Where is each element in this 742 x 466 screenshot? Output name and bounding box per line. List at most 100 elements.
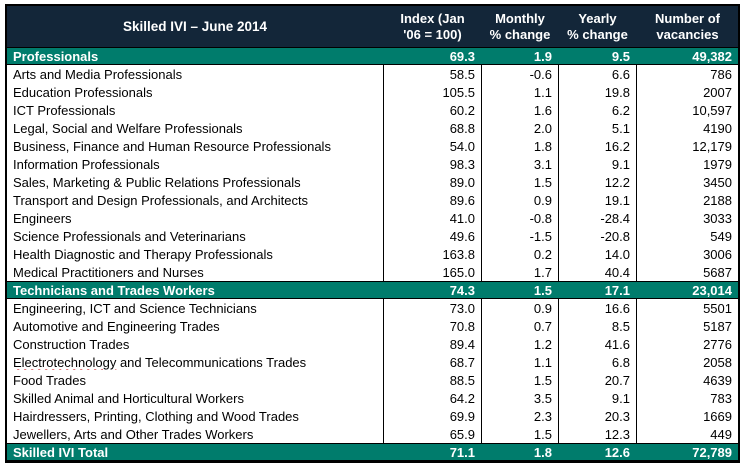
monthly-change-cell: 1.7 [481,263,558,281]
table-row: Skilled Animal and Horticultural Workers… [7,389,738,407]
table-row: Food Trades 88.5 1.5 20.7 4639 [7,371,738,389]
index-cell: 49.6 [383,227,481,245]
yearly-change-cell: 19.1 [558,191,636,209]
column-header-yearly-change: Yearly % change [567,10,628,42]
row-label: Health Diagnostic and Therapy Profession… [13,246,273,262]
vacancies-cell: 5687 [636,263,738,281]
yearly-change-cell: 8.5 [558,317,636,335]
vacancies-cell: 72,789 [692,444,732,460]
monthly-change-cell: 0.9 [481,299,558,317]
yearly-change-cell: 9.1 [558,389,636,407]
yearly-change-cell: 6.8 [558,353,636,371]
section-header-row: Technicians and Trades Workers 74.3 1.5 17.… [7,281,738,299]
row-label: Arts and Media Professionals [13,66,183,82]
total-row: Skilled IVI Total 71.1 1.8 12.6 72,789 [7,443,738,461]
table-row: Business, Finance and Human Resource Pro… [7,137,738,155]
index-cell: 105.5 [383,83,481,101]
table-row: Education Professionals 105.5 1.1 19.8 2007 [7,83,738,101]
monthly-change-cell: 1.5 [481,425,558,443]
yearly-change-cell: -28.4 [558,209,636,227]
monthly-change-cell: 3.1 [481,155,558,173]
table-row: ICT Professionals 60.2 1.6 6.2 10,597 [7,101,738,119]
vacancies-cell: 4190 [636,119,738,137]
vacancies-cell: 3006 [636,245,738,263]
table-row: Sales, Marketing & Public Relations Prof… [7,173,738,191]
index-cell: 88.5 [383,371,481,389]
monthly-change-cell: -0.8 [481,209,558,227]
index-cell: 163.8 [383,245,481,263]
table-row: Legal, Social and Welfare Professionals 6… [7,119,738,137]
index-cell: 41.0 [383,209,481,227]
skilled-ivi-table: Skilled IVI – June 2014 Index (Jan '06 =… [5,4,740,463]
table-row: Arts and Media Professionals 58.5 -0.6 6.6 7… [7,65,738,83]
monthly-change-cell: 1.1 [481,353,558,371]
yearly-change-cell: 40.4 [558,263,636,281]
index-cell: 58.5 [383,65,481,83]
row-label: Legal, Social and Welfare Professionals [13,120,243,136]
column-header-index: Index (Jan '06 = 100) [400,10,465,42]
yearly-change-cell: 16.6 [558,299,636,317]
yearly-change-cell: 9.1 [558,155,636,173]
vacancies-cell: 449 [636,425,738,443]
yearly-change-cell: 19.8 [558,83,636,101]
index-cell: 73.0 [383,299,481,317]
table-row: Transport and Design Professionals, and … [7,191,738,209]
row-label: Engineering, ICT and Science Technicians [13,300,257,316]
row-label: Automotive and Engineering Trades [13,318,220,334]
row-label: Engineers [13,210,72,226]
yearly-change-cell: 14.0 [558,245,636,263]
index-cell: 71.1 [449,444,475,460]
index-cell: 89.4 [383,335,481,353]
row-label: Skilled IVI Total [13,444,109,460]
vacancies-cell: 4639 [636,371,738,389]
table-row: Hairdressers, Printing, Clothing and Woo… [7,407,738,425]
table-row: Information Professionals 98.3 3.1 9.1 1979 [7,155,738,173]
yearly-change-cell: 20.3 [558,407,636,425]
column-header-monthly-change: Monthly % change [489,10,551,42]
monthly-change-cell: 1.5 [533,282,552,298]
index-cell: 54.0 [383,137,481,155]
yearly-change-cell: 41.6 [558,335,636,353]
row-label: Hairdressers, Printing, Clothing and Woo… [13,408,299,424]
vacancies-cell: 49,382 [692,48,732,64]
monthly-change-cell: -1.5 [481,227,558,245]
table-body: Professionals 69.3 1.9 9.5 49,382 Arts and Me… [7,47,738,461]
row-label: Education Professionals [13,84,153,100]
row-label: Food Trades [13,372,86,388]
monthly-change-cell: 1.8 [533,444,552,460]
vacancies-cell: 3450 [636,173,738,191]
vacancies-cell: 10,597 [636,101,738,119]
index-cell: 68.8 [383,119,481,137]
yearly-change-cell: 20.7 [558,371,636,389]
index-cell: 74.3 [449,282,475,298]
monthly-change-cell: 1.1 [481,83,558,101]
vacancies-cell: 5187 [636,317,738,335]
index-cell: 60.2 [383,101,481,119]
monthly-change-cell: 1.5 [481,173,558,191]
index-cell: 68.7 [383,353,481,371]
table-row: Automotive and Engineering Trades 70.8 0.7… [7,317,738,335]
yearly-change-cell: 5.1 [558,119,636,137]
yearly-change-cell: 9.5 [611,48,630,64]
vacancies-cell: 3033 [636,209,738,227]
index-cell: 64.2 [383,389,481,407]
vacancies-cell: 5501 [636,299,738,317]
row-label: Medical Practitioners and Nurses [13,264,204,280]
vacancies-cell: 2058 [636,353,738,371]
row-label: Science Professionals and Veterinarians [13,228,246,244]
row-label: Transport and Design Professionals, and … [13,192,309,208]
vacancies-cell: 2776 [636,335,738,353]
row-label: Electrotechnology and Telecommunications… [13,354,307,370]
row-label: Professionals [13,48,99,64]
table-header-row: Skilled IVI – June 2014 Index (Jan '06 =… [7,6,738,47]
table-row: Electrotechnology and Telecommunications… [7,353,738,371]
table-row: Construction Trades 89.4 1.2 41.6 2776 [7,335,738,353]
vacancies-cell: 2188 [636,191,738,209]
index-cell: 70.8 [383,317,481,335]
monthly-change-cell: 2.3 [481,407,558,425]
monthly-change-cell: 1.2 [481,335,558,353]
row-label: Jewellers, Arts and Other Trades Workers [13,426,254,442]
index-cell: 65.9 [383,425,481,443]
monthly-change-cell: 1.5 [481,371,558,389]
vacancies-cell: 783 [636,389,738,407]
